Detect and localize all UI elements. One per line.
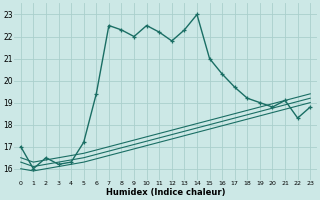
X-axis label: Humidex (Indice chaleur): Humidex (Indice chaleur): [106, 188, 225, 197]
